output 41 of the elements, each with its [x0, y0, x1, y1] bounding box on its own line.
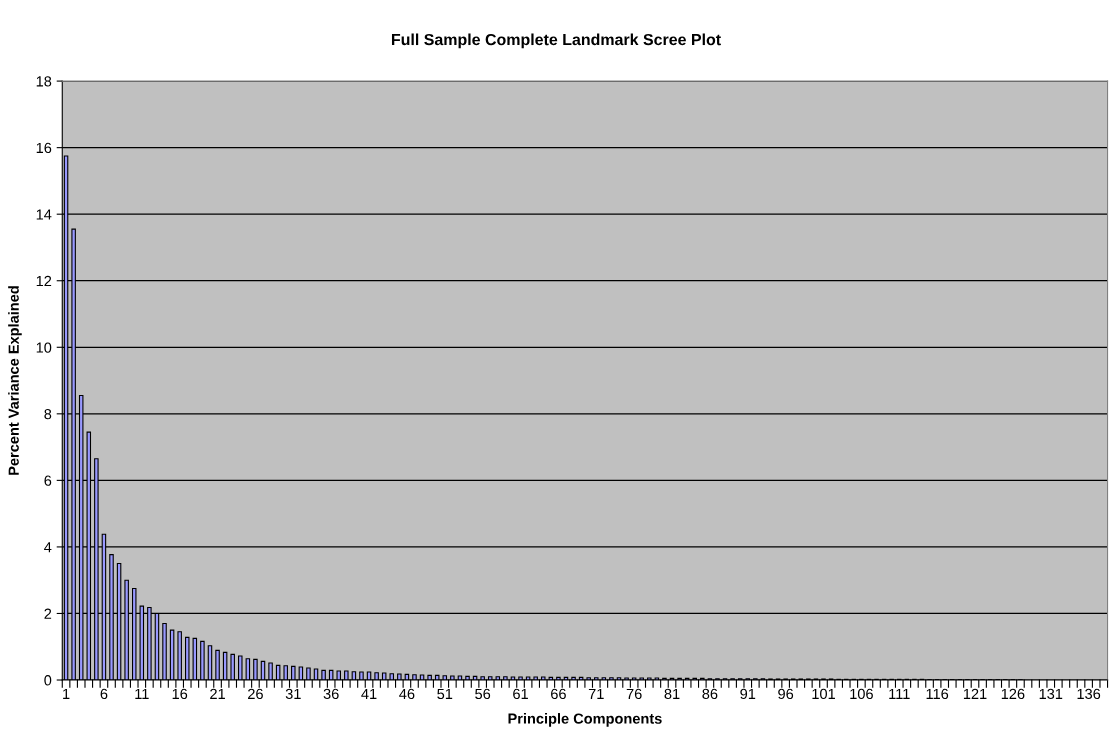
y-tick-label: 10 — [36, 342, 52, 353]
y-tick-label: 4 — [44, 542, 52, 553]
x-tick-label: 106 — [850, 688, 873, 700]
x-tick-label: 61 — [513, 688, 528, 700]
y-tick-label: 18 — [36, 76, 52, 87]
x-tick-label: 26 — [248, 688, 263, 700]
x-tick-label: 136 — [1077, 688, 1101, 700]
y-tick-label: 2 — [44, 608, 52, 619]
x-tick-label: 41 — [361, 688, 377, 699]
x-tick-label: 76 — [626, 688, 642, 700]
x-tick-label: 96 — [778, 688, 794, 700]
x-tick-label: 81 — [664, 688, 680, 700]
x-axis-title: Principle Components — [508, 713, 662, 727]
y-tick-label: 6 — [44, 475, 52, 486]
x-tick-label: 121 — [963, 688, 987, 699]
x-tick-label: 66 — [551, 688, 566, 700]
x-tick-label: 71 — [588, 688, 604, 699]
x-tick-label: 86 — [702, 688, 718, 700]
x-tick-label: 1 — [63, 688, 70, 699]
x-tick-label: 116 — [926, 688, 949, 700]
y-tick-label: 0 — [44, 675, 52, 686]
x-tick-label: 131 — [1039, 688, 1063, 700]
x-tick-label: 101 — [812, 688, 835, 700]
x-tick-label: 21 — [210, 688, 225, 699]
y-tick-label: 12 — [36, 275, 52, 287]
y-tick-label: 16 — [36, 142, 52, 154]
x-tick-label: 36 — [323, 688, 339, 700]
x-tick-label: 31 — [285, 688, 301, 700]
x-tick-label: 51 — [437, 688, 453, 700]
x-tick-label: 56 — [475, 688, 491, 700]
x-tick-label: 91 — [740, 688, 756, 700]
x-tick-label: 111 — [889, 688, 910, 699]
y-axis-title: Percent Variance Explained — [8, 286, 22, 475]
y-tick-label: 8 — [44, 408, 52, 420]
x-tick-label: 126 — [1001, 688, 1025, 700]
y-tick-label: 14 — [36, 209, 52, 220]
x-tick-label: 46 — [399, 688, 415, 700]
chart-title: Full Sample Complete Landmark Scree Plot — [391, 33, 721, 49]
x-tick-label: 6 — [100, 688, 108, 700]
x-tick-label: 11 — [135, 688, 149, 699]
x-tick-label: 16 — [172, 688, 188, 700]
